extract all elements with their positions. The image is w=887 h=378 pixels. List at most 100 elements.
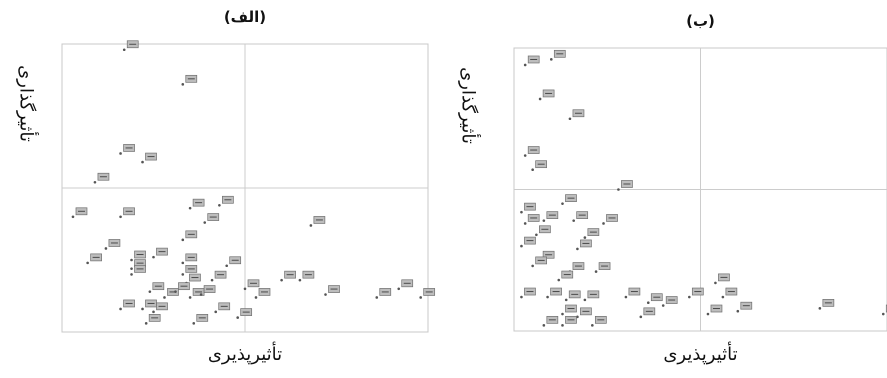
data-point (119, 144, 135, 155)
data-point (583, 228, 600, 239)
data-point (542, 315, 559, 327)
point-marker (617, 188, 620, 191)
point-marker (181, 261, 185, 265)
point-marker (309, 224, 313, 227)
data-point (583, 290, 600, 302)
point-marker (602, 222, 605, 225)
data-point (324, 285, 340, 296)
data-point (181, 265, 198, 276)
data-point (564, 290, 581, 302)
point-marker (572, 219, 575, 222)
data-point (546, 287, 562, 299)
data-point (721, 287, 738, 299)
point-marker (531, 168, 534, 171)
point-marker (181, 273, 185, 276)
data-point (576, 239, 592, 251)
data-point (93, 172, 110, 184)
point-marker (520, 295, 523, 299)
data-point (119, 207, 135, 219)
data-point (174, 282, 190, 293)
data-point (646, 293, 663, 305)
point-marker (639, 315, 643, 319)
point-marker (538, 97, 542, 101)
data-point (535, 225, 551, 237)
point-marker (568, 117, 572, 121)
point-marker (130, 273, 133, 276)
data-point (520, 236, 536, 248)
data-point (661, 296, 678, 307)
data-point (199, 285, 216, 296)
y-axis-label-a: تأثیرگذاری (15, 65, 37, 142)
point-marker (564, 298, 568, 302)
data-point (523, 55, 540, 67)
point-marker (583, 298, 587, 302)
data-point (624, 287, 641, 299)
point-marker (225, 264, 228, 268)
data-point (561, 315, 577, 327)
data-point (520, 287, 536, 299)
point-marker (254, 296, 258, 299)
point-marker (243, 287, 247, 291)
data-point (550, 49, 566, 61)
data-point (152, 302, 168, 314)
point-marker (591, 324, 594, 327)
scatter-plot-a (61, 40, 436, 333)
point-marker (706, 312, 710, 316)
point-marker (144, 322, 148, 325)
point-marker (152, 255, 155, 259)
point-marker (818, 307, 822, 310)
data-point (561, 194, 577, 205)
point-marker (520, 244, 523, 248)
point-marker (535, 233, 538, 237)
point-marker (661, 304, 665, 307)
point-marker (210, 278, 214, 282)
data-point (542, 211, 559, 222)
data-point (130, 250, 146, 262)
point-marker (236, 316, 239, 319)
data-point (144, 314, 161, 325)
point-marker (523, 222, 527, 225)
data-point (881, 304, 887, 316)
point-marker (550, 58, 553, 61)
data-point (561, 304, 577, 316)
point-marker (561, 202, 564, 205)
data-point (203, 213, 220, 224)
point-marker (119, 152, 122, 155)
data-point (141, 152, 157, 164)
data-point (181, 253, 198, 265)
data-point (576, 307, 592, 319)
data-point (210, 270, 227, 282)
data-point (639, 307, 656, 319)
panel-title-b: (ب) (686, 12, 715, 30)
point-marker (122, 48, 126, 52)
x-axis-label-b: تأثیرپذیری (663, 344, 738, 365)
data-point (714, 273, 730, 285)
data-point (152, 247, 168, 259)
point-marker (148, 290, 152, 293)
point-marker (523, 63, 527, 67)
point-marker (104, 247, 108, 250)
point-marker (688, 295, 691, 299)
point-marker (163, 296, 166, 299)
data-point (141, 299, 157, 311)
data-point (104, 239, 121, 250)
point-marker (119, 307, 122, 311)
data-point (572, 211, 589, 222)
point-marker (721, 295, 725, 299)
data-point (688, 287, 704, 299)
data-point (71, 207, 88, 219)
data-point (119, 299, 135, 311)
x-axis-label-a: تأثیرپذیری (207, 344, 283, 365)
data-point (309, 216, 326, 227)
point-marker (141, 160, 144, 164)
point-marker (119, 215, 122, 219)
point-marker (130, 267, 133, 270)
data-point (243, 279, 260, 291)
point-marker (181, 238, 185, 242)
point-marker (141, 307, 144, 311)
data-point (602, 214, 618, 225)
point-marker (881, 312, 885, 316)
data-point (520, 202, 536, 214)
data-point (538, 89, 555, 101)
point-marker (192, 322, 196, 325)
